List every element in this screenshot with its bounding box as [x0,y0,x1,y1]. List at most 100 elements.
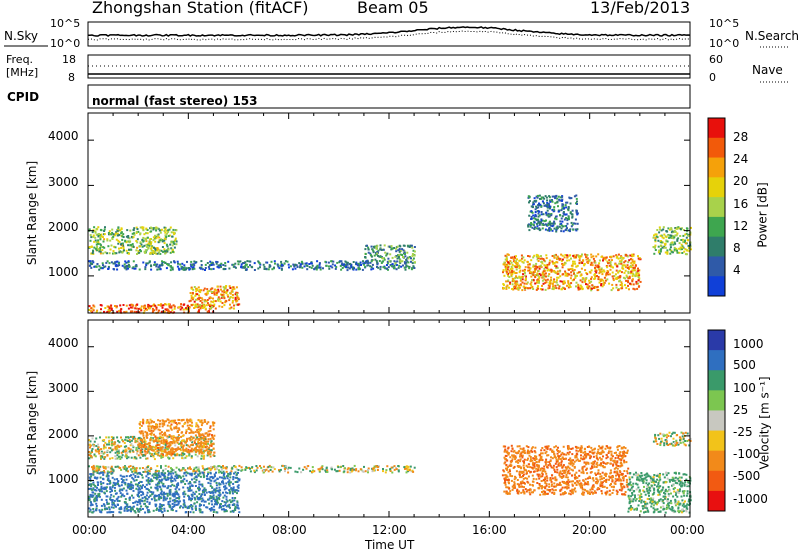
power-scatter-cell [168,228,171,231]
power-scatter-cell [561,215,564,218]
velocity-scatter-cell [187,505,190,508]
power-scatter-cell [615,283,618,286]
velocity-scatter-cell [185,511,188,513]
power-scatter-cell [609,261,612,264]
velocity-scatter-cell [228,484,231,487]
velocity-scatter-cell [149,430,151,432]
velocity-scatter-cell [189,439,192,442]
power-scatter-cell [567,286,570,289]
power-scatter-cell [551,287,554,290]
power-scatter-cell [164,308,167,311]
velocity-scatter-cell [177,502,180,505]
power-scatter-cell [120,308,123,311]
power-scatter-cell [541,227,544,230]
velocity-scatter-cell [139,421,142,423]
power-scatter-cell [362,262,365,265]
velocity-scatter-cell [150,427,153,430]
power-scatter-cell [195,293,198,296]
velocity-scatter-cell [173,505,176,508]
power-scatter-cell [344,264,347,267]
power-scatter-cell [666,249,669,252]
power-scatter-cell [232,307,235,310]
velocity-scatter-cell [260,466,263,469]
velocity-scatter-cell [180,443,183,445]
velocity-scatter-cell [201,485,204,488]
velocity-scatter-cell [182,475,185,478]
power-scatter-cell [671,251,674,254]
power-scatter-cell [677,226,680,229]
power-scatter-cell [551,195,554,198]
velocity-scatter-cell [173,453,176,456]
power-scatter-cell [204,307,207,310]
power-scatter-cell [503,274,506,277]
velocity-scatter-cell [90,455,93,457]
velocity-scatter-cell [148,425,151,428]
power-scatter-cell [128,304,131,307]
power-scatter-cell [600,267,603,270]
power-scatter-cell [677,237,680,240]
power-scatter-cell [235,291,238,294]
power-scatter-cell [543,204,546,207]
power-scatter-cell [134,307,137,310]
velocity-scatter-cell [150,498,153,501]
power-scatter-cell [511,288,514,290]
velocity-scatter-cell [146,491,149,494]
power-scatter-cell [535,253,538,256]
power-scatter-cell [565,273,568,276]
power-scatter-cell [406,251,409,254]
power-scatter-cell [156,249,159,252]
power-scatter-cell [145,243,148,246]
velocity-scatter-cell [165,445,168,448]
power-scatter-cell [537,274,540,277]
power-scatter-cell [369,261,372,264]
power-scatter-cell [574,275,577,278]
velocity-scatter-cell [201,465,204,468]
power-scatter-cell [99,236,102,239]
power-scatter-cell [541,271,544,274]
velocity-scatter-cell [189,505,191,508]
velocity-scatter-cell [177,434,180,437]
power-cbar-tick: 4 [733,263,741,277]
power-scatter-cell [573,269,576,271]
power-scatter-cell [541,279,544,282]
power-scatter-cell [543,275,546,278]
power-scatter-cell [93,240,96,243]
velocity-scatter-cell [104,487,107,490]
velocity-scatter-cell [146,479,149,482]
power-scatter-cell [145,227,148,230]
power-scatter-cell [592,255,595,258]
velocity-scatter-cell [236,485,239,488]
power-scatter-cell [578,257,581,260]
velocity-scatter-cell [364,470,367,473]
velocity-scatter-cell [166,492,169,495]
power-scatter-cell [177,267,180,270]
power-scatter-cell [183,266,186,269]
velocity-scatter-cell [171,476,174,479]
velocity-scatter-cell [173,501,176,504]
power-scatter-cell [238,260,241,263]
velocity-scatter-cell [121,475,124,478]
velocity-scatter-cell [142,421,145,424]
power-scatter-cell [617,288,620,290]
velocity-scatter-cell [127,482,130,485]
power-scatter-cell [228,267,231,270]
power-scatter-cell [535,205,538,208]
velocity-scatter-cell [164,498,167,501]
power-scatter-cell [596,285,599,288]
velocity-scatter-cell [90,485,93,488]
power-scatter-cell [538,210,541,213]
power-scatter-cell [675,234,678,237]
power-scatter-cell [214,307,217,310]
velocity-scatter-cell [207,430,210,433]
velocity-scatter-cell [130,481,133,484]
power-scatter-cell [412,249,415,252]
power-scatter-cell [227,295,230,298]
power-scatter-cell [226,294,229,297]
velocity-scatter-cell [193,467,196,470]
velocity-scatter-cell [179,448,181,450]
power-scatter-cell [565,201,568,204]
power-scatter-cell [664,243,667,246]
velocity-scatter-cell [253,469,256,472]
power-scatter-cell [598,268,601,271]
velocity-scatter-cell [105,490,108,493]
